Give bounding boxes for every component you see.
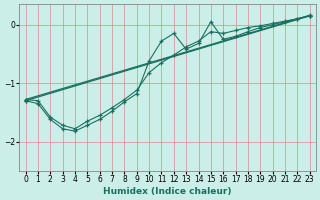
- X-axis label: Humidex (Indice chaleur): Humidex (Indice chaleur): [103, 187, 232, 196]
